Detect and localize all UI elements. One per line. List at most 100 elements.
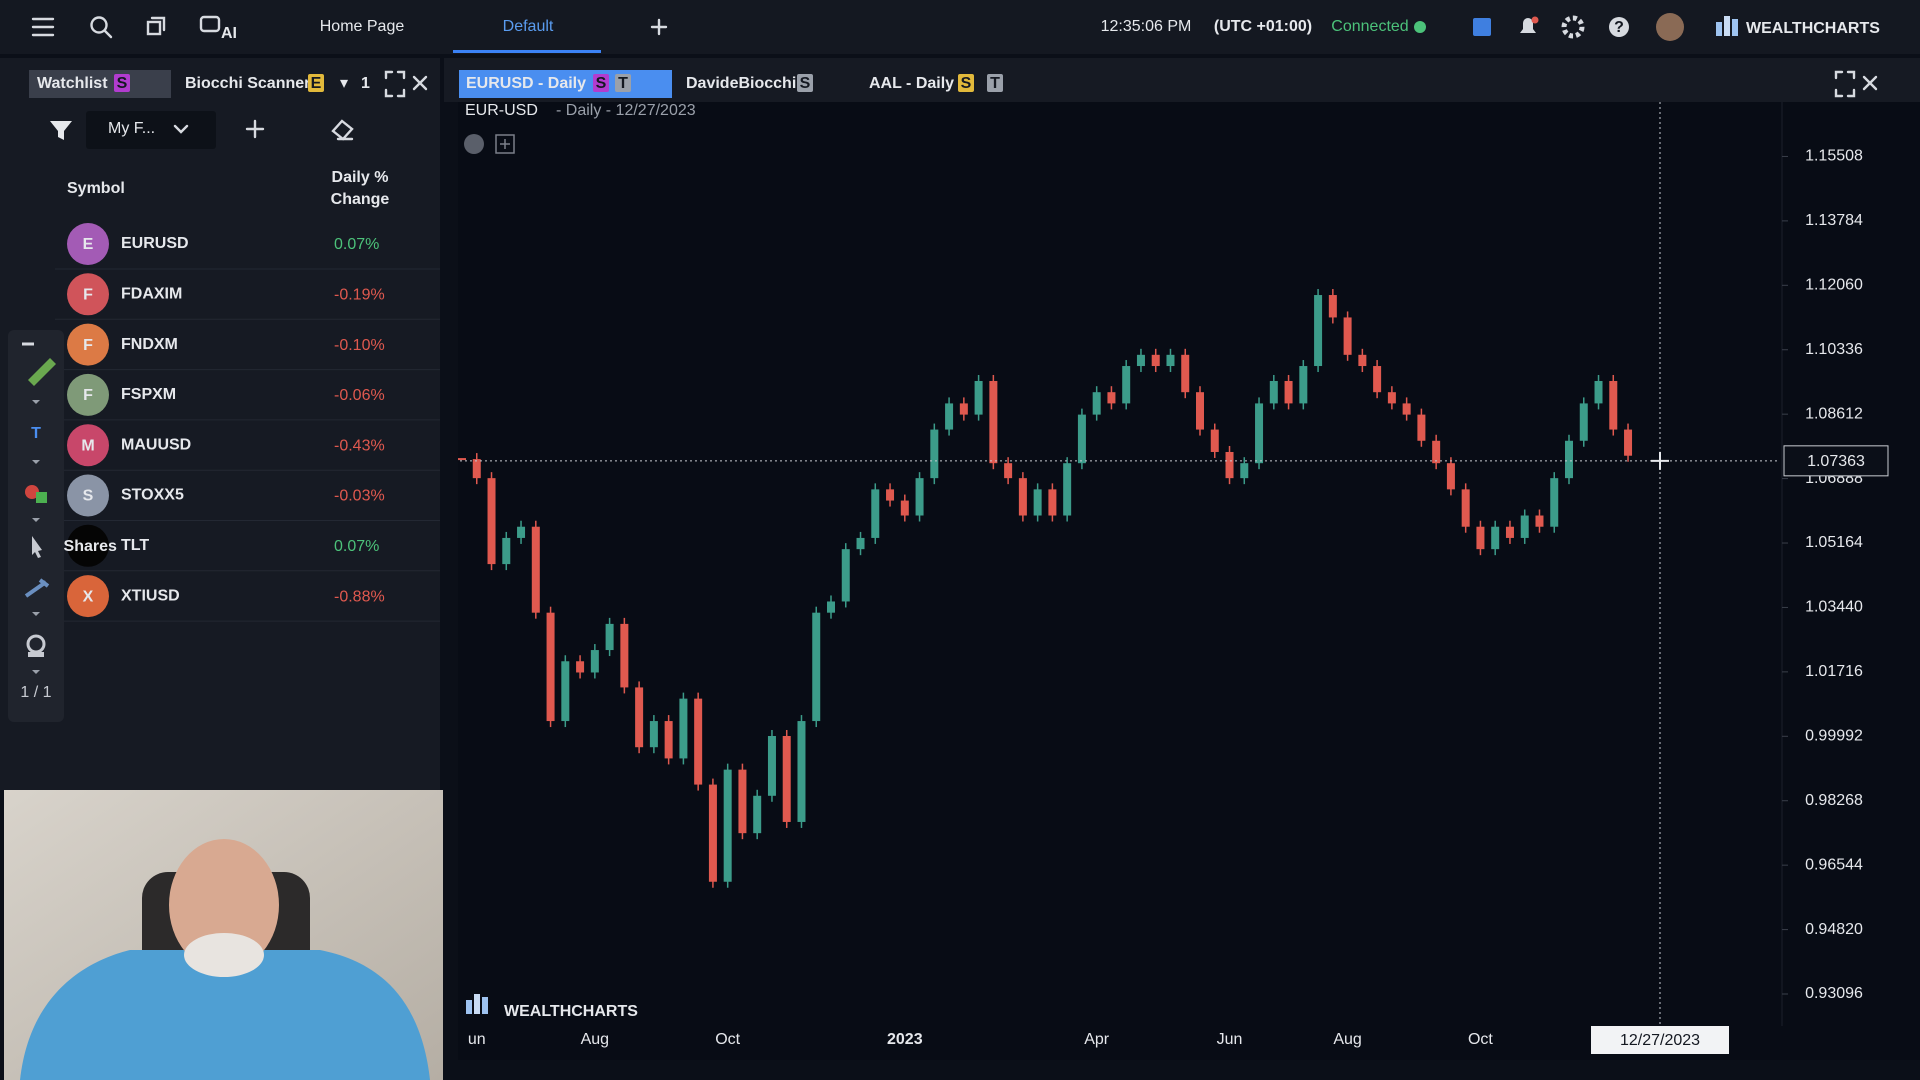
candle xyxy=(1299,366,1308,404)
candle xyxy=(1461,489,1470,527)
maximize-button[interactable] xyxy=(384,70,406,98)
list-dropdown[interactable] xyxy=(86,111,216,149)
menu-item-active[interactable]: Default xyxy=(503,18,554,35)
brand-name: WEALTHCHARTS xyxy=(1746,20,1880,37)
symbol[interactable]: FSPXM xyxy=(121,386,176,403)
tool-measure[interactable] xyxy=(24,578,50,598)
symbol[interactable]: FNDXM xyxy=(121,336,178,353)
add-tab-button[interactable] xyxy=(650,18,668,36)
candle xyxy=(1181,354,1190,393)
badge xyxy=(615,74,631,92)
candle xyxy=(1417,414,1426,441)
candle xyxy=(930,429,939,479)
x-tick-label: un xyxy=(468,1031,486,1048)
alert-dot xyxy=(1531,16,1539,24)
maximize-chart[interactable] xyxy=(1834,70,1856,98)
clock: 12:35:06 PM xyxy=(1101,18,1192,35)
candle xyxy=(1609,380,1618,430)
symbol[interactable]: TLT xyxy=(121,537,149,554)
help-icon: ? xyxy=(1614,19,1624,36)
icon-text: F xyxy=(83,337,93,354)
candle xyxy=(1358,354,1367,367)
candle xyxy=(1284,380,1293,404)
candle xyxy=(1122,366,1131,404)
panel-tab[interactable]: Watchlist xyxy=(37,75,108,92)
y-tick-label: 0.93096 xyxy=(1805,985,1863,1002)
logo-bar xyxy=(466,1000,472,1014)
symbol[interactable]: EURUSD xyxy=(121,235,189,252)
symbol[interactable]: XTIUSD xyxy=(121,587,180,604)
icon-text: S xyxy=(83,488,94,505)
candle xyxy=(546,612,555,722)
tool-cursor[interactable] xyxy=(32,536,42,558)
candle xyxy=(841,549,850,602)
indicator-toggle[interactable] xyxy=(464,134,484,154)
search-button[interactable] xyxy=(90,16,113,39)
active-underline xyxy=(453,50,601,53)
video-shirt xyxy=(20,950,430,1080)
candle xyxy=(1166,354,1175,367)
panel-tab[interactable]: Biocchi Scanner xyxy=(185,75,310,92)
ai-button[interactable]: AI xyxy=(199,15,237,42)
candle xyxy=(1269,380,1278,404)
y-tick-label: 0.98268 xyxy=(1805,792,1863,809)
symbol[interactable]: STOXX5 xyxy=(121,487,184,504)
badge-text: T xyxy=(618,75,628,92)
daily-change: -0.10% xyxy=(334,337,385,354)
filter-button[interactable] xyxy=(50,121,72,140)
candle xyxy=(576,661,585,673)
header-line: Daily % xyxy=(332,169,389,186)
x-tick-label: 2023 xyxy=(887,1031,923,1048)
candle xyxy=(561,661,570,722)
eraser-button[interactable] xyxy=(331,119,354,141)
candle xyxy=(812,612,821,722)
badge-text: S xyxy=(117,75,128,92)
candle xyxy=(989,380,998,464)
tool-text[interactable]: T xyxy=(31,425,41,442)
candle xyxy=(1476,526,1485,550)
header-line: Change xyxy=(331,191,390,208)
close-button[interactable] xyxy=(412,75,428,91)
badge xyxy=(308,74,324,92)
help-button[interactable] xyxy=(1609,17,1629,37)
windows-button[interactable] xyxy=(146,16,166,36)
symbol[interactable]: MAUUSD xyxy=(121,436,191,453)
chart-tab[interactable]: EURUSD - Daily xyxy=(466,75,586,92)
candle xyxy=(1579,403,1588,441)
candle xyxy=(856,537,865,550)
y-tick-label: 1.03440 xyxy=(1805,599,1863,616)
chart-tab-active[interactable] xyxy=(459,70,672,98)
close-chart[interactable] xyxy=(1862,75,1878,91)
candle xyxy=(1048,489,1057,516)
user-avatar[interactable] xyxy=(1656,13,1684,41)
symbol[interactable]: FDAXIM xyxy=(121,286,182,303)
tab-active[interactable] xyxy=(29,70,171,98)
tool-arrow xyxy=(32,612,40,616)
add-indicator[interactable] xyxy=(495,134,515,154)
save-button[interactable] xyxy=(1473,18,1491,36)
candle xyxy=(649,721,658,748)
settings-button[interactable] xyxy=(1561,15,1585,39)
candle xyxy=(531,526,540,613)
menu-item[interactable]: Home Page xyxy=(320,18,405,35)
candle xyxy=(1092,392,1101,415)
add-symbol-button[interactable] xyxy=(245,119,265,139)
timezone: (UTC +01:00) xyxy=(1214,18,1312,35)
tool-pencil[interactable] xyxy=(28,358,56,386)
tool-shapes[interactable] xyxy=(25,485,39,499)
tool-shapes xyxy=(36,492,47,503)
chart-tab[interactable]: AAL - Daily xyxy=(869,75,954,92)
daily-change: 0.07% xyxy=(334,236,379,253)
badge-text: S xyxy=(800,75,811,92)
candle xyxy=(782,736,791,822)
chart-tab[interactable]: DavideBiocchi xyxy=(686,75,796,92)
candle xyxy=(1225,451,1234,479)
y-tick-label: 1.01716 xyxy=(1805,663,1863,680)
candle xyxy=(487,478,496,565)
dropdown-arrow[interactable]: ▾ xyxy=(340,75,348,92)
x-tick-label: Oct xyxy=(1468,1031,1493,1048)
menu-button[interactable] xyxy=(31,17,55,37)
candle xyxy=(458,458,466,461)
candle xyxy=(708,784,717,882)
windows-icon xyxy=(146,20,162,36)
